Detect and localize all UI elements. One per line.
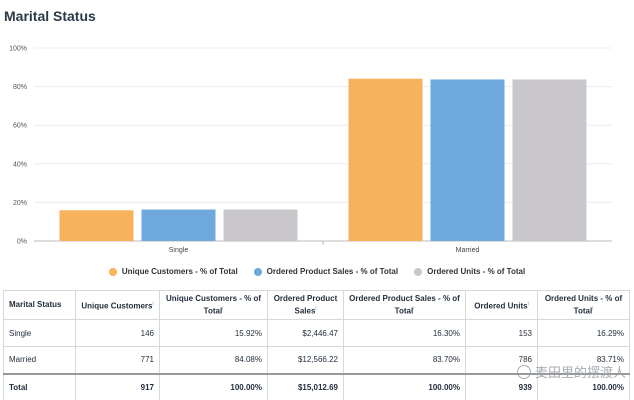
cell: $2,446.47 — [267, 319, 344, 347]
info-icon: i — [152, 300, 154, 307]
cell: 83.71% — [537, 346, 630, 374]
header-ordered-product-sales-pct[interactable]: Ordered Product Sales - % of Totali — [343, 290, 466, 320]
legend-item-ordered-units[interactable]: Ordered Units - % of Total — [414, 267, 525, 276]
cell: 83.70% — [343, 346, 466, 374]
header-label: Unique Customers - % of Total — [165, 293, 262, 316]
cell: Married — [3, 346, 76, 374]
header-label: Ordered Product Sales — [273, 293, 338, 316]
y-tick-label: 0% — [17, 239, 27, 246]
header-ordered-units[interactable]: Ordered Unitsi — [465, 290, 538, 320]
watermark-text: 麦田里的摆渡人 — [534, 365, 626, 380]
cell: 15.92% — [159, 319, 268, 347]
bar-single-1 — [141, 209, 216, 241]
chart-svg: 0% 20% 40% 60% 80% 100% Single Married — [9, 46, 612, 254]
info-icon: i — [592, 305, 594, 312]
info-icon: i — [413, 305, 415, 312]
legend-item-unique-customers[interactable]: Unique Customers - % of Total — [108, 267, 238, 276]
table-row: Single 146 15.92% $2,446.47 16.30% 153 1… — [3, 319, 630, 347]
cell: 100.00% — [343, 372, 466, 400]
chart-legend: Unique Customers - % of Total Ordered Pr… — [0, 267, 634, 276]
x-tick-label: Single — [169, 247, 189, 254]
cell: $15,012.69 — [267, 372, 344, 400]
header-ordered-units-pct[interactable]: Ordered Units - % of Totali — [537, 290, 630, 320]
bar-chart: 0% 20% 40% 60% 80% 100% Single Married — [0, 36, 634, 258]
cell: 146 — [75, 319, 160, 347]
cell: 84.08% — [159, 346, 268, 374]
y-tick-label: 60% — [13, 123, 27, 130]
marital-status-table: Marital Status Unique Customersi Unique … — [3, 290, 630, 400]
header-ordered-product-sales[interactable]: Ordered Product Salesi — [267, 290, 344, 320]
bar-married-2 — [512, 79, 587, 241]
cell: 100.00% — [537, 372, 630, 400]
cell: Total — [3, 372, 76, 400]
header-label: Unique Customers — [81, 301, 153, 311]
table-header-row: Marital Status Unique Customersi Unique … — [3, 290, 630, 320]
header-label: Ordered Units — [474, 301, 528, 311]
x-tick-label: Married — [456, 247, 480, 254]
y-tick-label: 40% — [13, 161, 27, 168]
legend-label-ordered-units: Ordered Units - % of Total — [427, 267, 526, 276]
cell: 100.00% — [159, 372, 268, 400]
cell: $12,566.22 — [267, 346, 344, 374]
header-label: Ordered Units - % of Total — [544, 293, 623, 316]
header-unique-customers[interactable]: Unique Customersi — [75, 290, 160, 320]
legend-dot-unique-customers — [108, 267, 117, 276]
legend-label-ordered-product-sales: Ordered Product Sales - % of Total — [266, 267, 399, 276]
header-marital-status[interactable]: Marital Status — [3, 290, 76, 320]
info-icon: i — [315, 305, 317, 312]
cell: 771 — [75, 346, 160, 374]
watermark: 麦田里的摆渡人 — [516, 362, 626, 381]
bar-married-0 — [348, 78, 423, 241]
bar-single-2 — [223, 209, 298, 241]
cell: Single — [3, 319, 76, 347]
wechat-logo-icon — [516, 364, 531, 379]
bar-single-0 — [59, 210, 134, 241]
legend-item-ordered-product-sales[interactable]: Ordered Product Sales - % of Total — [253, 267, 399, 276]
page-title: Marital Status — [4, 8, 96, 24]
y-tick-label: 100% — [9, 46, 27, 53]
info-icon: i — [222, 305, 224, 312]
info-icon: i — [527, 300, 529, 307]
cell: 16.30% — [343, 319, 466, 347]
y-tick-label: 20% — [13, 200, 27, 207]
header-label: Marital Status — [9, 300, 62, 309]
y-tick-label: 80% — [13, 84, 27, 91]
legend-dot-ordered-product-sales — [253, 267, 262, 276]
header-unique-customers-pct[interactable]: Unique Customers - % of Totali — [159, 290, 268, 320]
header-label: Ordered Product Sales - % of Total — [349, 293, 460, 316]
cell: 16.29% — [537, 319, 630, 347]
legend-dot-ordered-units — [414, 267, 423, 276]
cell: 153 — [465, 319, 538, 347]
cell: 917 — [75, 372, 160, 400]
bar-married-1 — [430, 79, 505, 241]
table-total-row: Total 917 100.00% $15,012.69 100.00% 939… — [3, 372, 630, 400]
legend-label-unique-customers: Unique Customers - % of Total — [121, 267, 238, 276]
